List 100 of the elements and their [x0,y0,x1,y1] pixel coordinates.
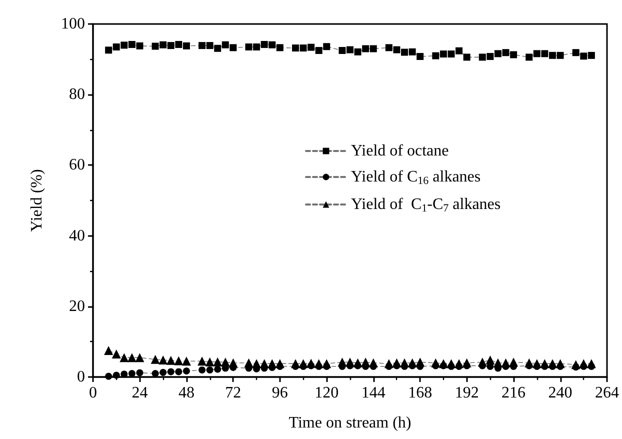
point [322,359,332,368]
point [368,358,378,368]
x-tick-label: 264 [595,384,619,402]
point [408,358,417,368]
point [175,40,182,48]
point [268,41,276,48]
x-tick-label: 24 [132,384,148,402]
point [205,357,214,366]
point [532,359,542,368]
point [524,358,534,368]
point [175,368,182,376]
point [127,353,136,362]
point [432,52,440,60]
point [167,368,174,376]
point [588,52,595,59]
x-axis-title: Time on stream (h) [288,414,412,432]
point [462,358,472,368]
point [158,356,168,365]
legend-label: Yield of octane [351,142,449,160]
point [112,372,120,379]
point [112,43,120,50]
point [105,46,112,54]
point [361,358,370,367]
point [448,50,455,58]
point [128,40,136,48]
point [198,366,206,374]
point [416,52,424,60]
y-tick-label: 80 [69,86,85,104]
point [105,372,112,380]
point [136,369,144,376]
x-tick-label: 0 [89,384,97,402]
y-tick-label: 60 [69,156,85,174]
point [128,370,136,377]
point [230,44,237,52]
point [463,54,470,61]
point [166,356,176,365]
point [260,40,268,48]
point [440,50,447,58]
point [213,357,222,366]
point [323,43,330,50]
point [338,358,347,367]
point [245,43,252,50]
point [300,44,307,52]
point [362,45,370,52]
point [182,356,191,366]
point [408,48,416,56]
point [486,52,494,60]
point [120,353,129,362]
point [493,358,502,368]
point [346,46,354,54]
point [456,47,463,54]
point [228,358,238,368]
x-tick-label: 144 [361,384,386,402]
point [548,52,556,59]
point [136,42,144,50]
point [384,359,394,368]
point [416,358,425,367]
point [556,359,565,368]
point [510,51,518,58]
point [135,353,144,362]
point [206,366,214,374]
point [198,42,206,50]
y-tick-label: 0 [77,368,85,386]
point [580,52,588,60]
point [290,359,300,368]
point [586,359,596,368]
point [276,44,284,52]
point [160,41,167,48]
point [252,359,262,368]
point [314,359,324,368]
point [104,346,114,356]
point [431,358,440,368]
point [502,49,510,56]
x-tick-label: 72 [225,384,242,402]
x-tick-label: 240 [548,384,572,402]
point [214,44,222,52]
point [120,370,128,378]
point [509,358,518,367]
point [454,359,464,368]
x-tick-label: 96 [272,384,288,402]
point [167,42,174,50]
point [220,358,230,367]
point [486,356,495,365]
point [501,358,510,368]
x-tick-label: 168 [408,384,432,402]
point [152,42,159,50]
point [152,370,159,377]
x-tick-label: 192 [454,384,479,402]
point [275,359,284,368]
point [392,358,402,368]
point [338,46,346,54]
point [160,368,167,376]
point [548,359,557,368]
point [174,356,184,366]
point [120,42,128,49]
point [370,45,377,52]
point [572,49,580,56]
point [206,42,214,50]
point [182,42,190,50]
point [292,44,299,52]
